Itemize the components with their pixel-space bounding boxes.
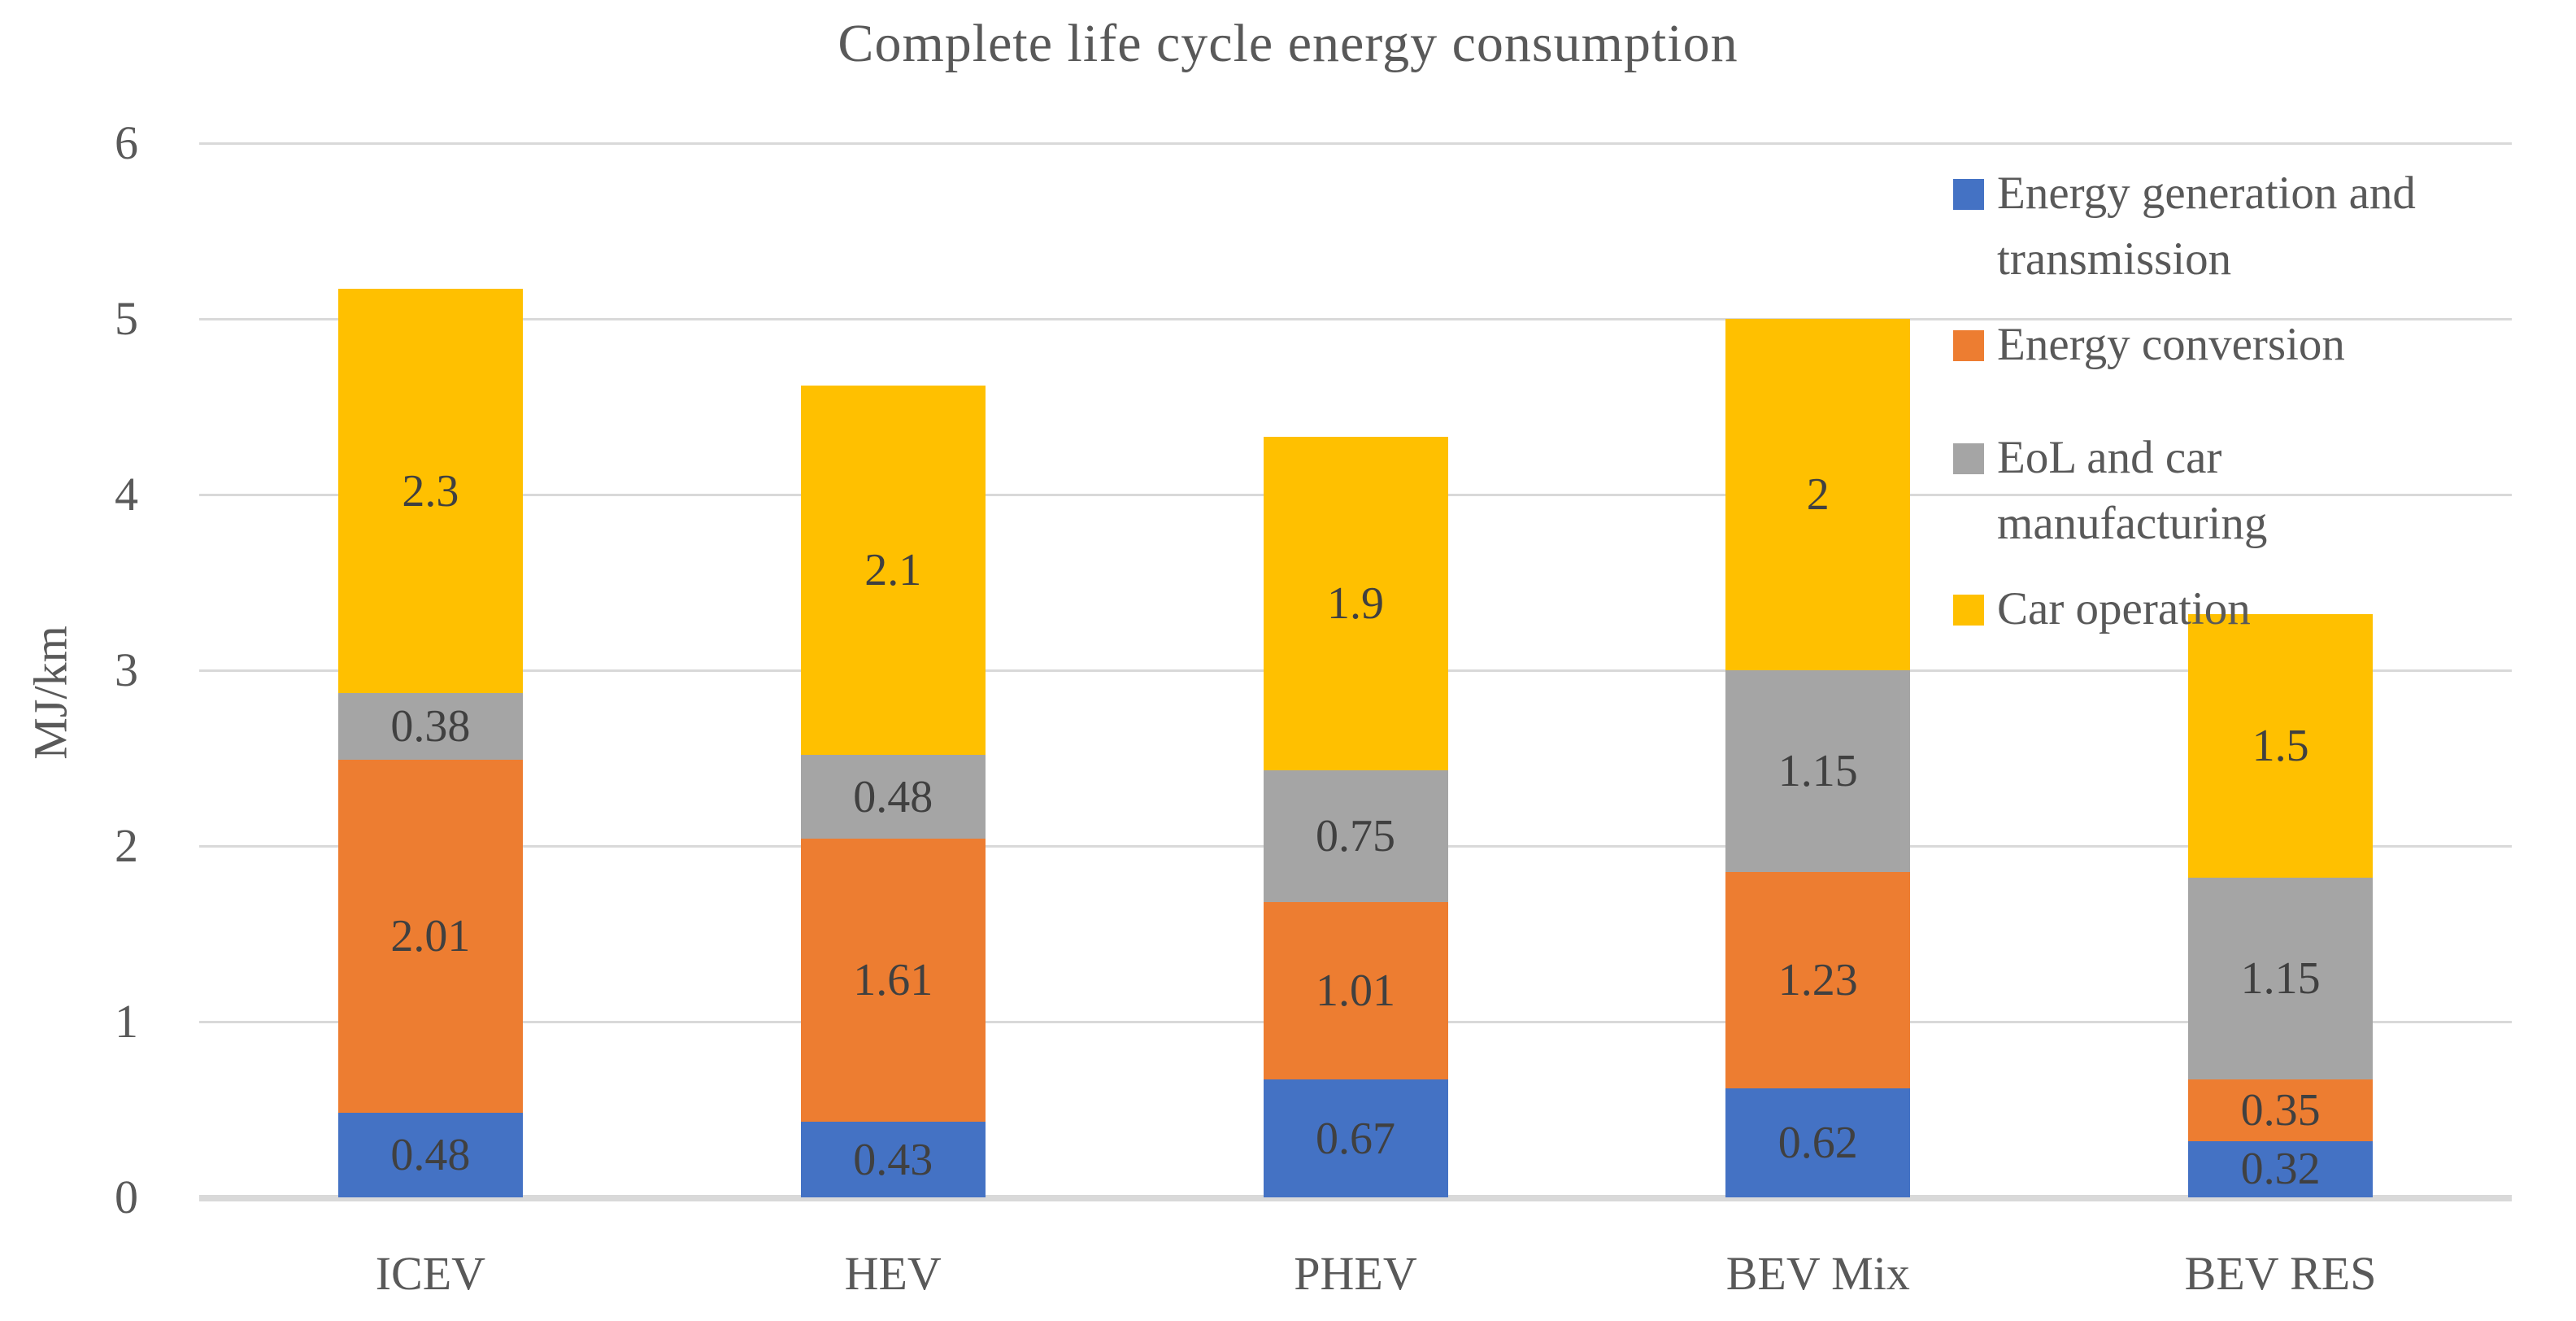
bar-segment: 2 (1725, 319, 1911, 671)
bar-segment: 1.23 (1725, 872, 1911, 1089)
bar-segment: 0.67 (1263, 1079, 1448, 1197)
segment-label: 1.15 (1778, 746, 1858, 797)
segment-label: 1.15 (2240, 953, 2321, 1005)
segment-label: 1.5 (2252, 720, 2309, 771)
legend-label: Car operation (1997, 582, 2251, 634)
segment-label: 2 (1806, 469, 1830, 521)
bar-segment: 0.32 (2188, 1140, 2374, 1197)
segment-label: 2.3 (402, 465, 459, 517)
bar-hev: 0.43 1.61 0.48 2.1 (800, 386, 986, 1197)
bar-segment: 0.38 (337, 693, 523, 761)
bar-segment: 1.15 (1725, 670, 1911, 873)
legend-item: Energy generation and transmission (1953, 161, 2478, 293)
segment-label: 1.61 (853, 955, 933, 1006)
bar-segment: 2.01 (337, 760, 523, 1114)
y-tick-label: 6 (115, 116, 138, 169)
y-tick-label: 0 (115, 1171, 138, 1223)
bar-bev-mix: 0.62 1.23 1.15 2 (1725, 319, 1911, 1197)
legend-swatch-icon (1953, 329, 1984, 361)
segment-label: 0.48 (853, 771, 933, 822)
bar-segment: 1.61 (800, 839, 986, 1123)
bar-segment: 1.01 (1263, 902, 1448, 1080)
segment-label: 1.23 (1778, 955, 1858, 1006)
bar-segment: 2.3 (337, 289, 523, 694)
bar-segment: 0.48 (337, 1113, 523, 1197)
segment-label: 0.75 (1316, 811, 1395, 862)
legend-item: Energy conversion (1953, 312, 2478, 378)
x-axis-line (199, 1195, 2512, 1201)
segment-label: 0.62 (1778, 1118, 1858, 1169)
legend-swatch-icon (1953, 594, 1984, 626)
bar-segment: 2.1 (800, 386, 986, 755)
legend-label: Energy generation and transmission (1997, 168, 2416, 285)
segment-label: 0.43 (853, 1134, 933, 1185)
bar-phev: 0.67 1.01 0.75 1.9 (1263, 436, 1448, 1197)
segment-label: 2.1 (864, 544, 922, 595)
x-axis-label: BEV RES (2184, 1247, 2377, 1300)
legend-item: EoL and car manufacturing (1953, 425, 2478, 557)
x-axis-label: PHEV (1294, 1247, 1417, 1300)
segment-label: 0.48 (390, 1130, 471, 1181)
chart-title: Complete life cycle energy consumption (838, 14, 1738, 73)
y-tick-label: 1 (115, 995, 138, 1048)
gridline (199, 318, 2512, 320)
segment-label: 2.01 (390, 911, 471, 962)
segment-label: 1.01 (1316, 966, 1395, 1017)
segment-label: 1.9 (1327, 578, 1384, 629)
bar-segment: 0.35 (2188, 1079, 2374, 1141)
legend-label: EoL and car manufacturing (1997, 431, 2268, 549)
legend: Energy generation and transmission Energy… (1953, 161, 2478, 662)
y-tick-label: 4 (115, 468, 138, 521)
x-axis-label: BEV Mix (1725, 1247, 1910, 1300)
bar-segment: 1.9 (1263, 436, 1448, 771)
legend-swatch-icon (1953, 179, 1984, 210)
y-tick-label: 2 (115, 819, 138, 872)
segment-label: 0.67 (1316, 1113, 1395, 1164)
bar-segment: 0.43 (800, 1122, 986, 1197)
legend-item: Car operation (1953, 577, 2478, 643)
legend-label: Energy conversion (1997, 318, 2345, 370)
segment-label: 0.32 (2240, 1144, 2321, 1195)
y-tick-label: 3 (115, 643, 138, 696)
segment-label: 0.35 (2240, 1085, 2321, 1136)
x-axis-label: ICEV (375, 1247, 486, 1300)
bar-icev: 0.48 2.01 0.38 2.3 (337, 289, 523, 1197)
x-axis-label: HEV (844, 1247, 942, 1300)
segment-label: 0.38 (390, 701, 471, 752)
legend-swatch-icon (1953, 443, 1984, 474)
gridline (199, 142, 2512, 145)
bar-segment: 1.15 (2188, 877, 2374, 1080)
bar-segment: 0.62 (1725, 1088, 1911, 1197)
bar-segment: 0.75 (1263, 770, 1448, 903)
bar-segment: 1.5 (2188, 613, 2374, 878)
bar-segment: 0.48 (800, 754, 986, 839)
bar-bev-res: 0.32 0.35 1.15 1.5 (2188, 613, 2374, 1197)
y-tick-label: 5 (115, 292, 138, 345)
